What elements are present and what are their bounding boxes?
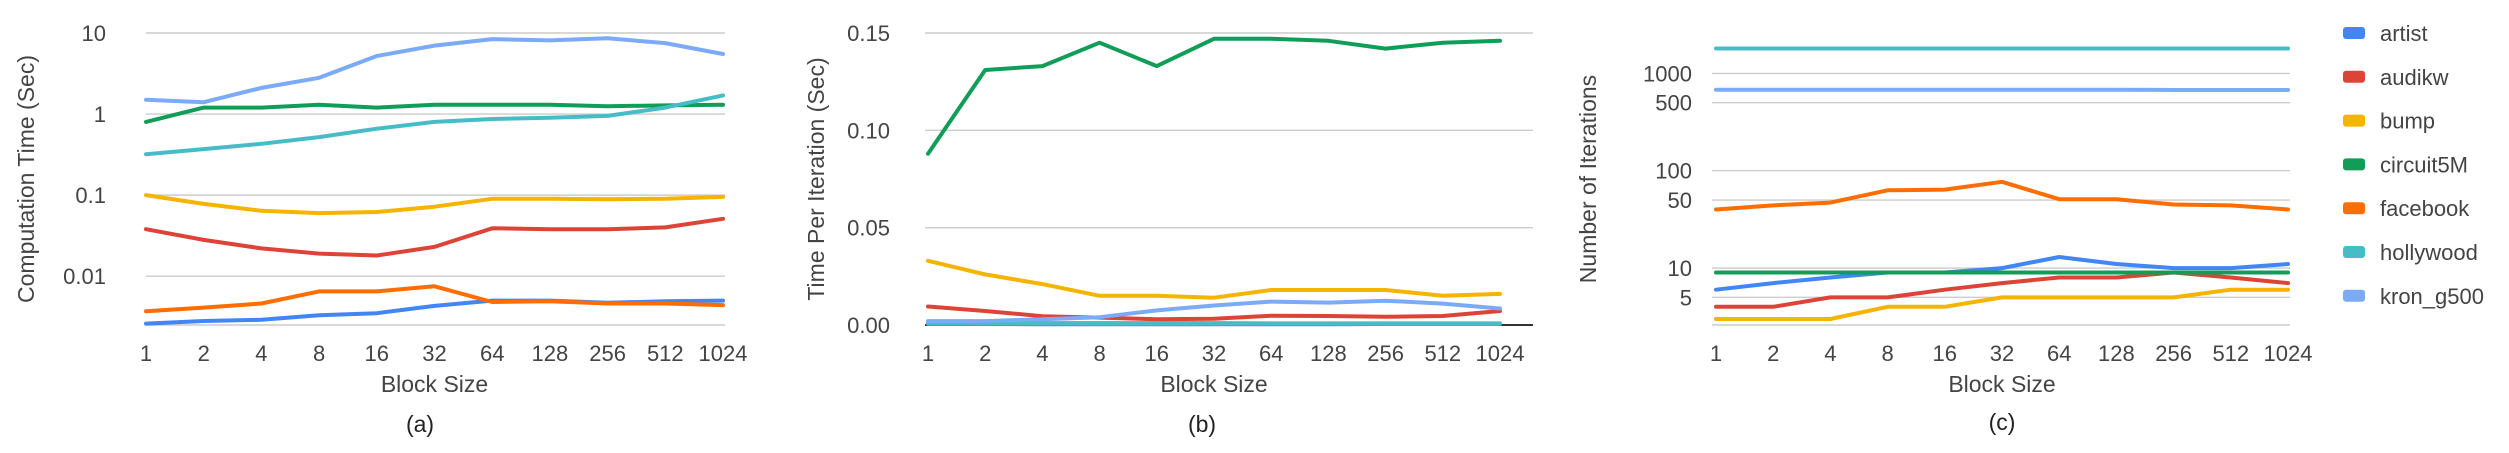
series-line-hollywood (926, 321, 1502, 326)
x-tick-label: 2 (979, 341, 991, 366)
y-tick-label: 0.01 (63, 264, 106, 289)
x-tick-label: 128 (2098, 341, 2135, 366)
series-line-audikw (926, 304, 1502, 322)
series-line-facebook (1714, 179, 2290, 212)
legend-label-facebook: facebook (2380, 196, 2470, 221)
legend: artist audikw bump circuit5M facebook hollywo… (2343, 21, 2484, 309)
legend-label-circuit5m: circuit5M (2380, 152, 2468, 177)
legend-swatch-circuit5m (2343, 158, 2365, 171)
x-tick-label: 8 (1881, 341, 1893, 366)
x-tick-label: 16 (1933, 341, 1957, 366)
chart-a-computation-time: 0.01 0.1 1 10 1 2 4 8 16 32 64 128 256 512 1024 Block S… (13, 21, 747, 437)
x-tick-label: 1024 (1476, 341, 1525, 366)
series-line-bump (144, 193, 725, 216)
x-tick-label: 64 (1259, 341, 1283, 366)
y-tick-label: 0.15 (847, 21, 890, 46)
x-tick-label: 16 (1145, 341, 1169, 366)
series-line-circuit5m (926, 36, 1502, 156)
x-tick-label: 32 (1202, 341, 1226, 366)
legend-swatch-artist (2343, 27, 2365, 39)
x-tick-label: 32 (422, 341, 446, 366)
series-line-kron-g500 (926, 298, 1502, 324)
series-line-hollywood (144, 93, 725, 157)
y-tick-label: 1000 (1643, 61, 1692, 86)
series-line-artist (1714, 255, 2290, 292)
x-tick-label: 2 (198, 341, 210, 366)
x-tick-label: 64 (480, 341, 504, 366)
x-axis-title: Block Size (381, 371, 488, 397)
x-axis-title: Block Size (1948, 371, 2055, 397)
x-tick-label: 256 (2155, 341, 2192, 366)
x-tick-label: 1 (922, 341, 934, 366)
series-line-audikw (1714, 270, 2290, 309)
y-tick-label: 0.10 (847, 118, 890, 143)
y-tick-label: 5 (1680, 285, 1692, 310)
legend-label-bump: bump (2380, 109, 2435, 134)
chart-caption: (c) (1989, 409, 2016, 435)
x-tick-label: 128 (1310, 341, 1347, 366)
y-tick-label: 0.05 (847, 216, 890, 241)
x-tick-label: 8 (1093, 341, 1105, 366)
x-tick-label: 1 (1710, 341, 1722, 366)
x-tick-label: 1024 (2264, 341, 2313, 366)
series-line-bump (926, 258, 1502, 300)
chart-c-number-of-iterations: 5 10 50 100 500 1000 1 2 4 8 16 32 64 128 256 512 1024 Bl… (1575, 46, 2313, 435)
legend-label-hollywood: hollywood (2380, 240, 2478, 265)
legend-swatch-audikw (2343, 70, 2365, 83)
y-tick-label: 1 (94, 102, 106, 127)
x-tick-label: 16 (365, 341, 389, 366)
x-axis-title: Block Size (1160, 371, 1267, 397)
x-tick-label: 1024 (699, 341, 748, 366)
y-tick-label: 10 (82, 21, 106, 46)
y-tick-label: 0.1 (75, 183, 106, 208)
x-tick-label: 1 (140, 341, 152, 366)
series-line-bump (1714, 287, 2290, 321)
x-tick-label: 128 (532, 341, 569, 366)
series-line-audikw (144, 216, 725, 258)
x-tick-label: 4 (1824, 341, 1836, 366)
y-axis-title: Time Per Iteration (Sec) (803, 57, 829, 300)
x-tick-label: 64 (2047, 341, 2071, 366)
legend-label-audikw: audikw (2380, 65, 2449, 90)
x-tick-label: 256 (589, 341, 626, 366)
x-tick-label: 8 (313, 341, 325, 366)
legend-swatch-hollywood (2343, 246, 2365, 258)
y-axis-title: Number of Iterations (1575, 75, 1601, 283)
y-tick-label: 500 (1655, 91, 1692, 116)
chart-caption: (b) (1188, 411, 1216, 437)
legend-swatch-bump (2343, 114, 2365, 127)
x-tick-label: 512 (647, 341, 684, 366)
x-tick-label: 2 (1767, 341, 1779, 366)
x-tick-label: 512 (1424, 341, 1461, 366)
y-axis-title: Computation Time (Sec) (13, 55, 39, 303)
y-tick-label: 100 (1655, 159, 1692, 184)
x-tick-label: 256 (1367, 341, 1404, 366)
series-line-circuit5m (144, 102, 725, 124)
x-tick-label: 4 (255, 341, 267, 366)
x-tick-label: 4 (1036, 341, 1048, 366)
chart-b-time-per-iteration: 0.00 0.05 0.10 0.15 1 2 4 8 16 32 64 128 256 512 1024 B… (803, 21, 1533, 437)
legend-label-artist: artist (2380, 21, 2428, 46)
chart-caption: (a) (406, 411, 434, 437)
y-tick-label: 0.00 (847, 313, 890, 338)
legend-swatch-facebook (2343, 202, 2365, 215)
x-tick-label: 512 (2212, 341, 2249, 366)
legend-label-kron-g500: kron_g500 (2380, 284, 2484, 309)
series-line-kron-g500 (144, 36, 725, 105)
y-tick-label: 50 (1668, 188, 1692, 213)
series-line-facebook (144, 284, 725, 314)
y-tick-label: 10 (1668, 256, 1692, 281)
x-tick-label: 32 (1990, 341, 2014, 366)
legend-swatch-kron-g500 (2343, 289, 2365, 302)
